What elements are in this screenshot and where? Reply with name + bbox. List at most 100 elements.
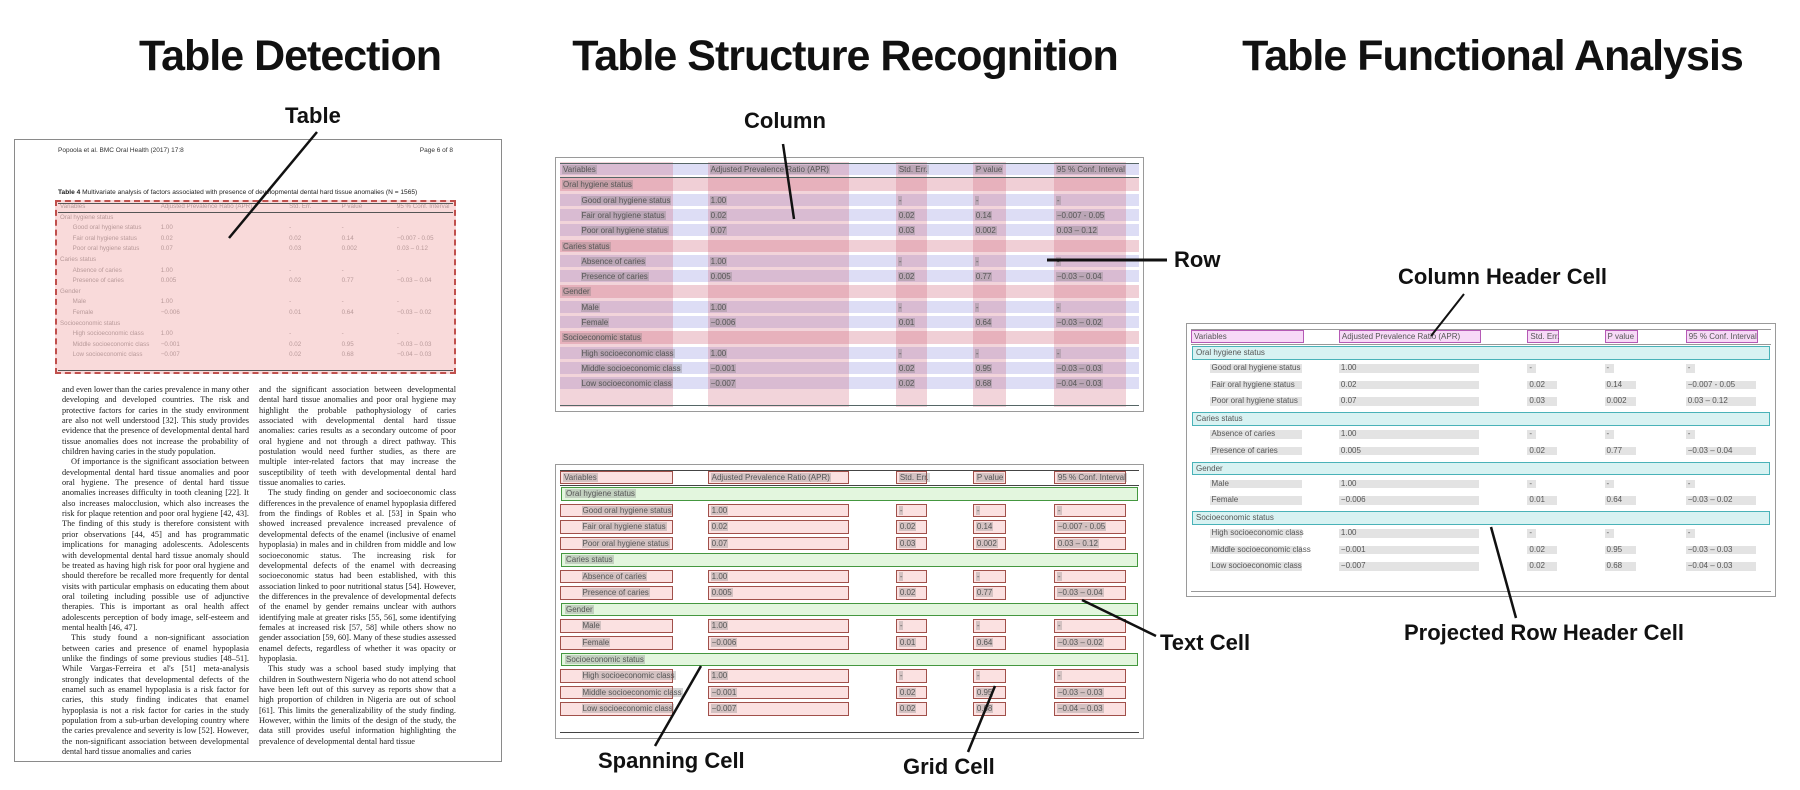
table-cell-text: 0.005 xyxy=(1340,445,1361,455)
document-page: Popoola et al. BMC Oral Health (2017) 17… xyxy=(14,139,502,762)
grid-cell-box: −0.03 – 0.02 xyxy=(1053,636,1127,650)
table-caption-text: Multivariate analysis of factors associa… xyxy=(80,189,418,196)
text-cell-highlight: - xyxy=(1604,479,1614,488)
table-rule-line xyxy=(560,469,1139,471)
table-cell-text: −0.03 – 0.02 xyxy=(1056,638,1104,647)
grid-cell-box: - xyxy=(895,619,928,633)
table-cell-text: Variables xyxy=(562,165,597,174)
table-cell-text: - xyxy=(1056,571,1062,581)
table-cell-text: Good oral hygiene status xyxy=(581,505,673,515)
table-cell-text: Low socioeconomic class xyxy=(580,379,673,389)
grid-cell-box: 1.00 xyxy=(707,669,850,683)
text-cell-highlight: - xyxy=(1685,528,1695,538)
table-cell-text: 0.03 – 0.12 xyxy=(1687,396,1728,405)
table-cell-text: −0.007 xyxy=(710,704,738,714)
table-cell-text: −0.03 – 0.02 xyxy=(1055,318,1103,327)
table-cell-text: Socioeconomic status xyxy=(562,333,642,343)
text-cell-highlight: −0.03 – 0.02 xyxy=(1685,495,1757,505)
grid-cell-box: - xyxy=(972,619,1006,633)
grid-cell-box: 0.95 xyxy=(972,685,1006,700)
text-cell-highlight: 0.14 xyxy=(1604,380,1636,389)
grid-cell-box: −0.007 xyxy=(707,702,850,716)
text-cell-highlight: 0.77 xyxy=(1604,446,1636,455)
column-header-cell-box: P value xyxy=(1604,329,1638,343)
grid-cell-box: Absence of caries xyxy=(560,569,673,584)
column-header-grid-cell-box: 95 % Conf. Interval xyxy=(1053,470,1127,485)
table-cell-text: 0.02 xyxy=(897,210,916,220)
grid-cell-box: −0.03 – 0.03 xyxy=(1053,685,1127,700)
table-cell-text: −0.03 – 0.03 xyxy=(1055,363,1103,373)
table-cell-text: −0.04 – 0.03 xyxy=(1056,704,1104,714)
row-band xyxy=(560,300,1139,313)
row-band xyxy=(560,224,1139,237)
text-cell-highlight: 0.95 xyxy=(1604,545,1636,554)
spanning-cell-box: Oral hygiene status xyxy=(561,487,1138,501)
grid-cell-box: - xyxy=(1053,503,1127,518)
table-cell-text: 95 % Conf. Interval xyxy=(1055,165,1126,174)
text-cell-highlight: Female xyxy=(1209,495,1303,505)
table-cell-text: 0.01 xyxy=(1529,495,1545,504)
table-cell-text: Adjusted Prevalence Ratio (APR) xyxy=(710,472,831,482)
grid-cell-box: 0.07 xyxy=(707,536,850,551)
table-cell-text: Middle socioeconomic class xyxy=(581,687,683,697)
table-cell-text: Adjusted Prevalence Ratio (APR) xyxy=(709,165,830,174)
table-cell-text: 0.02 xyxy=(709,210,728,220)
table-cell-text: 0.64 xyxy=(1606,495,1623,504)
table-cell-text: - xyxy=(975,571,981,581)
table-cell-text: 0.64 xyxy=(974,318,993,327)
table-cell-text: Male xyxy=(580,302,600,312)
grid-cell-box: 0.01 xyxy=(895,636,928,650)
grid-cell-box: 0.002 xyxy=(972,536,1006,551)
table-cell-text: 0.77 xyxy=(975,588,994,598)
text-cell-highlight: −0.04 – 0.03 xyxy=(1685,561,1757,571)
grid-cell-box: 0.005 xyxy=(707,586,850,600)
table-cell-text: - xyxy=(897,195,903,205)
table-cell-text: - xyxy=(898,505,904,515)
table-cell-text: Good oral hygiene status xyxy=(580,195,672,205)
text-cell-highlight: −0.007 xyxy=(1338,561,1479,571)
document-body-column-1: and even lower than the caries prevalenc… xyxy=(62,385,249,757)
grid-cell-box: 0.02 xyxy=(895,586,928,600)
column-header-grid-cell-box: Variables xyxy=(560,470,673,485)
text-cell-highlight: −0.007 - 0.05 xyxy=(1685,380,1757,389)
row-band xyxy=(560,193,1139,206)
table-cell-text: −0.001 xyxy=(1340,544,1366,554)
table-cell-text: Adjusted Prevalence Ratio (APR) xyxy=(1341,331,1461,341)
text-cell-highlight: 0.02 xyxy=(1527,446,1557,455)
table-cell-text: Absence of caries xyxy=(1211,429,1276,438)
table-cell-text: 0.01 xyxy=(897,318,916,327)
table-cell-text: P value xyxy=(975,472,1005,482)
label-table: Table xyxy=(285,103,341,128)
table-rule-line xyxy=(58,202,453,204)
text-cell-highlight: Absence of caries xyxy=(1209,429,1303,439)
table-cell-text: 0.02 xyxy=(710,522,729,532)
column-band xyxy=(707,162,850,407)
table-cell-text: −0.006 xyxy=(1340,495,1366,504)
table-cell-text: Presence of caries xyxy=(580,272,649,282)
table-cell-text: - xyxy=(974,302,980,312)
column-header-cell-box: 95 % Conf. Interval xyxy=(1685,329,1759,343)
table-rule-line xyxy=(560,162,1139,164)
table-cell-text: Poor oral hygiene status xyxy=(1211,396,1298,405)
table-cell-text: 0.005 xyxy=(710,588,733,598)
grid-cell-box: Presence of caries xyxy=(560,586,673,600)
text-cell-highlight: Poor oral hygiene status xyxy=(1209,396,1303,406)
table-cell-text: Poor oral hygiene status xyxy=(580,226,669,236)
table-cell-text: 1.00 xyxy=(709,302,728,312)
table-rule-line xyxy=(58,370,453,372)
table-cell-text: 0.07 xyxy=(1340,396,1357,405)
table-cell-text: Fair oral hygiene status xyxy=(581,522,667,532)
table-cell-text: 0.02 xyxy=(897,272,916,282)
table-cell-text: 0.77 xyxy=(974,272,993,282)
table-cell-text: Absence of caries xyxy=(581,571,648,581)
table-cell-text: - xyxy=(1529,478,1533,488)
table-cell-text: 1.00 xyxy=(709,195,728,205)
label-projected-row-header-cell: Projected Row Header Cell xyxy=(1404,620,1684,645)
table-cell-text: 0.02 xyxy=(1529,544,1545,554)
column-header-grid-cell-box: Std. Err. xyxy=(895,470,930,485)
text-cell-highlight: −0.03 – 0.03 xyxy=(1685,545,1757,554)
text-cell-highlight: 0.02 xyxy=(1527,561,1557,571)
table-cell-text: 0.02 xyxy=(1340,379,1357,389)
table-cell-text: 0.02 xyxy=(898,704,917,714)
